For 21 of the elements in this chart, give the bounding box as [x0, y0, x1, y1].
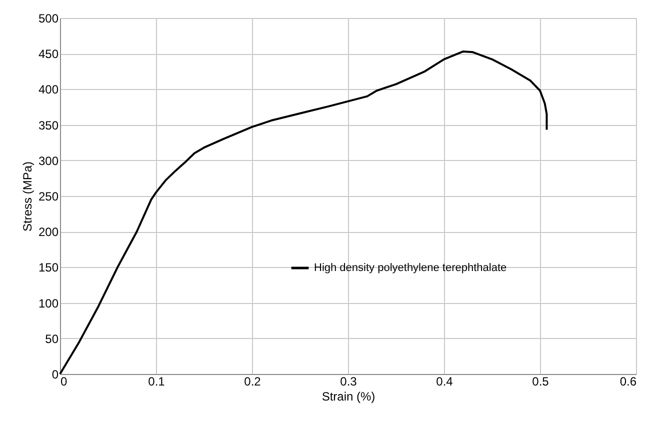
y-tick-label: 150: [38, 260, 59, 275]
x-tick-label: 0.2: [244, 374, 262, 388]
x-tick-label: 0.5: [532, 374, 550, 388]
x-tick-label: 0.4: [436, 374, 454, 388]
y-tick-label: 300: [38, 154, 59, 168]
y-axis-title: Stress (MPa): [20, 161, 34, 232]
y-tick-label: 350: [38, 118, 59, 132]
x-axis-title: Strain (%): [322, 390, 376, 404]
line-series: [59, 50, 548, 375]
legend-label: High density polyethylene terephthalate: [314, 262, 507, 274]
x-tick-label: 0.3: [340, 374, 358, 388]
y-tick-label: 500: [38, 12, 59, 26]
y-tick-label: 400: [38, 82, 59, 97]
y-tick-label: 450: [38, 47, 59, 62]
x-tick-label: 0.6: [620, 374, 637, 388]
y-tick-label: 250: [38, 190, 59, 204]
x-tick-label: 0: [60, 374, 68, 388]
y-tick-label: 100: [38, 296, 59, 310]
x-tick-label: 0.1: [148, 374, 166, 388]
y-tick-label: 200: [38, 225, 59, 240]
y-tick-label: 50: [45, 332, 59, 346]
